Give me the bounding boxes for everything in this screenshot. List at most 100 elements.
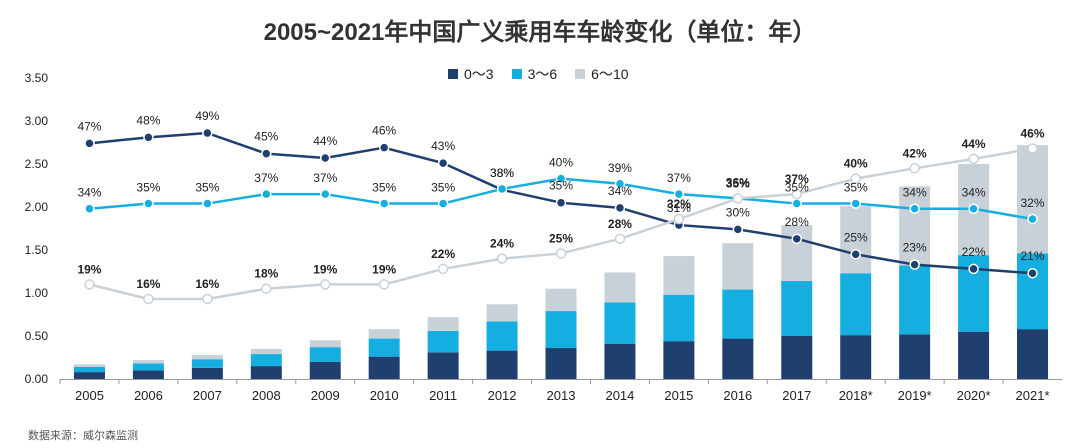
- data-label-3-6: 35%: [372, 181, 396, 195]
- data-label-0-3: 49%: [195, 109, 219, 123]
- point-3-6: [84, 203, 95, 214]
- x-tick-label: 2015: [664, 388, 693, 403]
- chart-source: 数据来源：威尔森监测: [28, 430, 138, 442]
- x-tick-label: 2019*: [898, 388, 932, 403]
- point-3-6: [437, 198, 449, 209]
- bar-6-10: [486, 304, 518, 322]
- bar-0-3: [427, 352, 459, 379]
- bar-3-6: [604, 302, 636, 344]
- data-label-0-3: 44%: [313, 134, 337, 148]
- data-label-6-10: 22%: [431, 247, 455, 261]
- data-label-3-6: 34%: [962, 186, 986, 200]
- bar-0-3: [309, 361, 341, 379]
- legend-item-0-3[interactable]: 0～3: [448, 64, 494, 84]
- point-3-6: [319, 188, 331, 200]
- point-0-3: [850, 249, 861, 260]
- data-label-6-10: 19%: [313, 262, 337, 276]
- data-label-6-10: 32%: [667, 197, 691, 211]
- bar-6-10: [1017, 145, 1049, 254]
- data-label-6-10: 40%: [844, 157, 868, 171]
- data-label-0-3: 23%: [903, 241, 927, 255]
- data-label-3-6: 36%: [726, 175, 750, 189]
- point-6-10: [261, 283, 272, 294]
- chart-data-labels: 47% 48% 49% 45% 44% 46% 43% 38% 35% 34% 31% 30% 28% 2…: [77, 109, 1044, 291]
- point-0-3: [909, 259, 920, 270]
- point-6-10: [1027, 143, 1038, 154]
- data-label-3-6: 39%: [608, 161, 632, 175]
- point-6-10: [496, 253, 508, 264]
- bar-0-3: [368, 356, 400, 379]
- data-label-3-6: 35%: [844, 181, 868, 195]
- point-0-3: [261, 148, 272, 159]
- bar-3-6: [368, 338, 400, 357]
- point-6-10: [378, 279, 390, 290]
- y-tick-label: 1.50: [25, 243, 49, 257]
- data-label-0-3: 34%: [608, 184, 632, 198]
- data-label-3-6: 32%: [1021, 196, 1045, 210]
- data-label-6-10: 18%: [254, 267, 278, 281]
- point-0-3: [84, 138, 95, 149]
- point-0-3: [791, 233, 803, 245]
- legend-item-3-6[interactable]: 3～6: [511, 64, 557, 84]
- data-label-3-6: 35%: [195, 181, 219, 195]
- bar-3-6: [427, 330, 459, 353]
- bar-6-10: [722, 243, 754, 290]
- bar-0-3: [191, 367, 223, 379]
- point-6-10: [850, 173, 861, 184]
- legend-swatch-3-6: [511, 69, 522, 79]
- point-0-3: [378, 142, 390, 153]
- bar-6-10: [368, 329, 400, 339]
- legend: 0～3 3～6 6～10: [448, 64, 629, 84]
- data-label-3-6: 35%: [431, 181, 455, 195]
- point-3-6: [791, 198, 803, 209]
- data-label-3-6: 40%: [549, 156, 573, 170]
- data-label-0-3: 31%: [667, 201, 691, 215]
- x-tick-label: 2012: [488, 388, 517, 403]
- bar-6-10: [663, 256, 695, 295]
- bar-0-3: [663, 341, 695, 379]
- data-label-6-10: 25%: [549, 231, 573, 245]
- bar-6-10: [250, 348, 282, 355]
- data-label-6-10: 46%: [1021, 127, 1045, 141]
- y-tick-label: 0.50: [25, 329, 49, 343]
- data-label-3-6: 34%: [77, 186, 101, 200]
- point-3-6: [143, 198, 154, 209]
- data-label-3-6: 35%: [136, 181, 160, 195]
- data-label-0-3: 38%: [490, 166, 514, 180]
- point-3-6: [378, 198, 390, 209]
- point-0-3: [143, 132, 154, 143]
- bar-6-10: [427, 317, 459, 331]
- data-label-0-3: 47%: [77, 119, 101, 133]
- point-6-10: [84, 279, 95, 290]
- point-6-10: [437, 263, 449, 275]
- bar-0-3: [1017, 329, 1049, 379]
- chart-lines: [84, 127, 1038, 305]
- x-tick-label: 2006: [134, 388, 163, 403]
- legend-item-6-10[interactable]: 6～10: [575, 64, 629, 84]
- point-0-3: [732, 224, 744, 235]
- legend-swatch-6-10: [575, 69, 586, 79]
- x-tick-label: 2018*: [839, 388, 873, 403]
- bar-3-6: [132, 363, 164, 371]
- line-6-10: [89, 147, 1033, 301]
- point-6-10: [143, 293, 154, 305]
- bar-0-3: [73, 372, 105, 379]
- x-tick-label: 2017: [782, 388, 811, 403]
- point-6-10: [555, 248, 567, 259]
- data-label-0-3: 43%: [431, 139, 455, 153]
- x-tick-label: 2011: [429, 388, 457, 403]
- point-0-3: [614, 202, 626, 214]
- point-3-6: [614, 178, 626, 190]
- data-label-0-3: 45%: [254, 130, 278, 144]
- chart-axes: 0.00 0.50 1.00 1.50 2.00 2.50 3.00 3.50 2005 2006…: [25, 71, 1062, 403]
- y-tick-label: 3.00: [25, 114, 49, 128]
- data-label-0-3: 21%: [1021, 249, 1045, 263]
- data-label-3-6: 35%: [785, 181, 809, 195]
- point-6-10: [791, 188, 803, 200]
- bar-6-10: [132, 360, 164, 364]
- bar-3-6: [73, 366, 105, 373]
- data-label-3-6: 38%: [490, 166, 514, 180]
- bar-3-6: [722, 289, 754, 339]
- bar-0-3: [899, 334, 931, 379]
